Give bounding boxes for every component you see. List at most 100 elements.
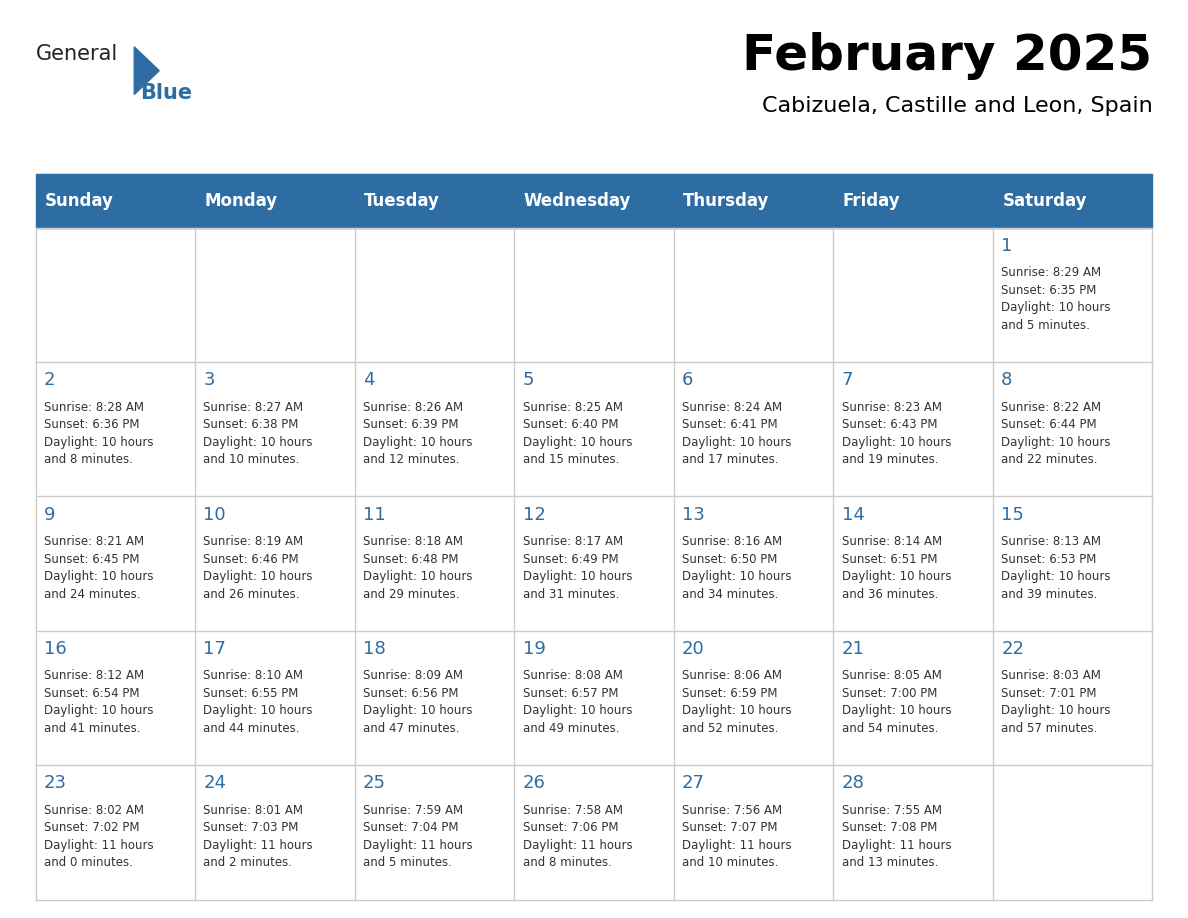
Text: 4: 4 [364, 371, 374, 389]
Bar [514, 497, 674, 631]
Bar [195, 631, 355, 766]
Text: 8: 8 [1001, 371, 1012, 389]
Bar [355, 362, 514, 497]
Text: 28: 28 [841, 775, 865, 792]
Text: Sunrise: 8:26 AM
Sunset: 6:39 PM
Daylight: 10 hours
and 12 minutes.: Sunrise: 8:26 AM Sunset: 6:39 PM Dayligh… [364, 400, 473, 466]
Text: Tuesday: Tuesday [365, 192, 440, 210]
Text: Friday: Friday [842, 192, 901, 210]
Bar [993, 362, 1152, 497]
Text: 12: 12 [523, 506, 545, 523]
Text: Sunrise: 8:19 AM
Sunset: 6:46 PM
Daylight: 10 hours
and 26 minutes.: Sunrise: 8:19 AM Sunset: 6:46 PM Dayligh… [203, 535, 312, 600]
Bar [36, 228, 195, 362]
Bar [993, 497, 1152, 631]
Bar [993, 631, 1152, 766]
Text: Saturday: Saturday [1003, 192, 1087, 210]
Bar [833, 497, 993, 631]
Bar [36, 766, 195, 900]
Text: Sunrise: 7:59 AM
Sunset: 7:04 PM
Daylight: 11 hours
and 5 minutes.: Sunrise: 7:59 AM Sunset: 7:04 PM Dayligh… [364, 804, 473, 869]
Text: Sunrise: 8:05 AM
Sunset: 7:00 PM
Daylight: 10 hours
and 54 minutes.: Sunrise: 8:05 AM Sunset: 7:00 PM Dayligh… [841, 669, 952, 735]
Text: Sunrise: 8:23 AM
Sunset: 6:43 PM
Daylight: 10 hours
and 19 minutes.: Sunrise: 8:23 AM Sunset: 6:43 PM Dayligh… [841, 400, 952, 466]
Bar [674, 631, 833, 766]
Bar [355, 766, 514, 900]
Bar [195, 362, 355, 497]
Text: Sunrise: 8:13 AM
Sunset: 6:53 PM
Daylight: 10 hours
and 39 minutes.: Sunrise: 8:13 AM Sunset: 6:53 PM Dayligh… [1001, 535, 1111, 600]
Text: 17: 17 [203, 640, 227, 658]
Text: Sunrise: 8:02 AM
Sunset: 7:02 PM
Daylight: 11 hours
and 0 minutes.: Sunrise: 8:02 AM Sunset: 7:02 PM Dayligh… [44, 804, 153, 869]
Text: 9: 9 [44, 506, 56, 523]
Bar [674, 362, 833, 497]
Text: Sunrise: 7:56 AM
Sunset: 7:07 PM
Daylight: 11 hours
and 10 minutes.: Sunrise: 7:56 AM Sunset: 7:07 PM Dayligh… [682, 804, 791, 869]
Bar [833, 228, 993, 362]
Text: Sunrise: 8:08 AM
Sunset: 6:57 PM
Daylight: 10 hours
and 49 minutes.: Sunrise: 8:08 AM Sunset: 6:57 PM Dayligh… [523, 669, 632, 735]
Bar [833, 766, 993, 900]
Bar [195, 766, 355, 900]
Text: Sunrise: 8:18 AM
Sunset: 6:48 PM
Daylight: 10 hours
and 29 minutes.: Sunrise: 8:18 AM Sunset: 6:48 PM Dayligh… [364, 535, 473, 600]
Text: Monday: Monday [204, 192, 278, 210]
Text: 5: 5 [523, 371, 535, 389]
Text: 18: 18 [364, 640, 386, 658]
Text: 23: 23 [44, 775, 67, 792]
Text: Sunrise: 8:01 AM
Sunset: 7:03 PM
Daylight: 11 hours
and 2 minutes.: Sunrise: 8:01 AM Sunset: 7:03 PM Dayligh… [203, 804, 314, 869]
Text: 26: 26 [523, 775, 545, 792]
Text: 15: 15 [1001, 506, 1024, 523]
Text: Sunrise: 8:10 AM
Sunset: 6:55 PM
Daylight: 10 hours
and 44 minutes.: Sunrise: 8:10 AM Sunset: 6:55 PM Dayligh… [203, 669, 312, 735]
Polygon shape [134, 47, 159, 95]
Text: 6: 6 [682, 371, 694, 389]
Bar [993, 766, 1152, 900]
Text: Sunrise: 8:06 AM
Sunset: 6:59 PM
Daylight: 10 hours
and 52 minutes.: Sunrise: 8:06 AM Sunset: 6:59 PM Dayligh… [682, 669, 791, 735]
Text: 1: 1 [1001, 237, 1012, 255]
Text: 25: 25 [364, 775, 386, 792]
Bar [993, 228, 1152, 362]
Text: 7: 7 [841, 371, 853, 389]
Text: 21: 21 [841, 640, 865, 658]
Bar [36, 631, 195, 766]
Bar [195, 228, 355, 362]
Text: 27: 27 [682, 775, 706, 792]
Text: 22: 22 [1001, 640, 1024, 658]
Bar [36, 174, 1152, 228]
Text: Blue: Blue [140, 83, 192, 103]
Text: Sunrise: 8:12 AM
Sunset: 6:54 PM
Daylight: 10 hours
and 41 minutes.: Sunrise: 8:12 AM Sunset: 6:54 PM Dayligh… [44, 669, 153, 735]
Text: Sunrise: 8:09 AM
Sunset: 6:56 PM
Daylight: 10 hours
and 47 minutes.: Sunrise: 8:09 AM Sunset: 6:56 PM Dayligh… [364, 669, 473, 735]
Bar [514, 228, 674, 362]
Bar [355, 228, 514, 362]
Text: Thursday: Thursday [683, 192, 770, 210]
Text: Sunrise: 8:28 AM
Sunset: 6:36 PM
Daylight: 10 hours
and 8 minutes.: Sunrise: 8:28 AM Sunset: 6:36 PM Dayligh… [44, 400, 153, 466]
Text: Sunrise: 8:21 AM
Sunset: 6:45 PM
Daylight: 10 hours
and 24 minutes.: Sunrise: 8:21 AM Sunset: 6:45 PM Dayligh… [44, 535, 153, 600]
Text: 2: 2 [44, 371, 56, 389]
Text: Sunrise: 8:27 AM
Sunset: 6:38 PM
Daylight: 10 hours
and 10 minutes.: Sunrise: 8:27 AM Sunset: 6:38 PM Dayligh… [203, 400, 312, 466]
Bar [355, 631, 514, 766]
Bar [195, 497, 355, 631]
Bar [674, 497, 833, 631]
Text: 11: 11 [364, 506, 386, 523]
Bar [833, 631, 993, 766]
Bar [833, 362, 993, 497]
Bar [355, 497, 514, 631]
Text: February 2025: February 2025 [742, 32, 1152, 80]
Bar [36, 497, 195, 631]
Text: 13: 13 [682, 506, 704, 523]
Text: Sunrise: 7:55 AM
Sunset: 7:08 PM
Daylight: 11 hours
and 13 minutes.: Sunrise: 7:55 AM Sunset: 7:08 PM Dayligh… [841, 804, 952, 869]
Text: Sunrise: 8:22 AM
Sunset: 6:44 PM
Daylight: 10 hours
and 22 minutes.: Sunrise: 8:22 AM Sunset: 6:44 PM Dayligh… [1001, 400, 1111, 466]
Text: 3: 3 [203, 371, 215, 389]
Text: 24: 24 [203, 775, 227, 792]
Text: Sunrise: 8:29 AM
Sunset: 6:35 PM
Daylight: 10 hours
and 5 minutes.: Sunrise: 8:29 AM Sunset: 6:35 PM Dayligh… [1001, 266, 1111, 331]
Text: Sunrise: 8:25 AM
Sunset: 6:40 PM
Daylight: 10 hours
and 15 minutes.: Sunrise: 8:25 AM Sunset: 6:40 PM Dayligh… [523, 400, 632, 466]
Text: Sunday: Sunday [45, 192, 114, 210]
Bar [36, 362, 195, 497]
Bar [514, 631, 674, 766]
Text: Sunrise: 8:16 AM
Sunset: 6:50 PM
Daylight: 10 hours
and 34 minutes.: Sunrise: 8:16 AM Sunset: 6:50 PM Dayligh… [682, 535, 791, 600]
Bar [674, 228, 833, 362]
Text: Sunrise: 8:17 AM
Sunset: 6:49 PM
Daylight: 10 hours
and 31 minutes.: Sunrise: 8:17 AM Sunset: 6:49 PM Dayligh… [523, 535, 632, 600]
Bar [674, 766, 833, 900]
Text: Wednesday: Wednesday [524, 192, 631, 210]
Text: 14: 14 [841, 506, 865, 523]
Text: Sunrise: 7:58 AM
Sunset: 7:06 PM
Daylight: 11 hours
and 8 minutes.: Sunrise: 7:58 AM Sunset: 7:06 PM Dayligh… [523, 804, 632, 869]
Text: 10: 10 [203, 506, 226, 523]
Text: General: General [36, 44, 118, 64]
Text: 16: 16 [44, 640, 67, 658]
Bar [514, 362, 674, 497]
Text: 19: 19 [523, 640, 545, 658]
Bar [514, 766, 674, 900]
Text: Cabizuela, Castille and Leon, Spain: Cabizuela, Castille and Leon, Spain [762, 96, 1152, 117]
